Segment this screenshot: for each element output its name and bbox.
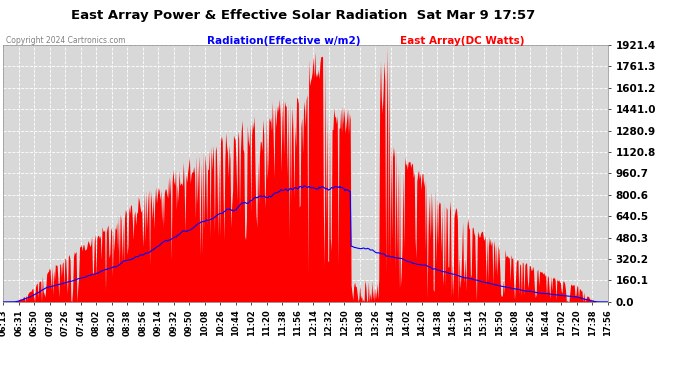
Text: Radiation(Effective w/m2): Radiation(Effective w/m2) [207,36,360,46]
Text: East Array Power & Effective Solar Radiation  Sat Mar 9 17:57: East Array Power & Effective Solar Radia… [72,9,535,22]
Text: East Array(DC Watts): East Array(DC Watts) [400,36,524,46]
Text: Copyright 2024 Cartronics.com: Copyright 2024 Cartronics.com [6,36,125,45]
